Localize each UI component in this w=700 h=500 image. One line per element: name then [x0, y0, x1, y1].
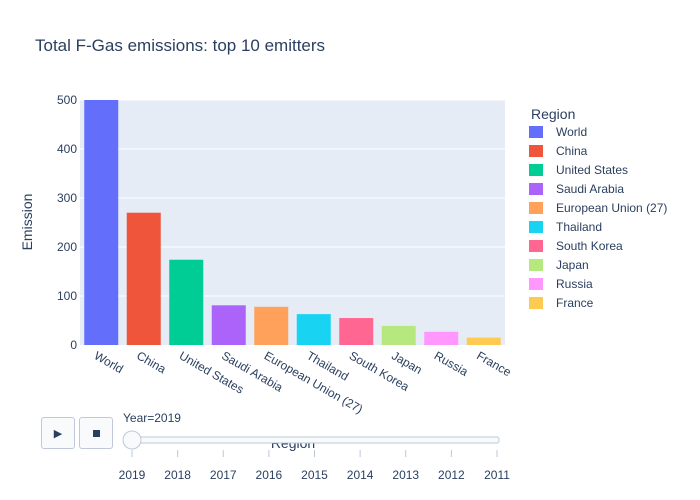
slider-current-value: Year=2019 [123, 411, 181, 425]
legend-item[interactable]: South Korea [529, 239, 623, 253]
y-tick-label: 200 [57, 240, 77, 254]
legend-swatch [529, 221, 543, 233]
y-tick-label: 400 [57, 142, 77, 156]
legend-label: Russia [556, 277, 593, 291]
bars [84, 100, 501, 345]
slider-step-label[interactable]: 2015 [301, 468, 328, 482]
legend-label: World [556, 125, 587, 139]
bar-united-states[interactable] [169, 259, 204, 345]
y-tick-label: 100 [57, 289, 77, 303]
bar-south-korea[interactable] [339, 318, 374, 345]
legend-swatch [529, 278, 543, 290]
slider-step-label[interactable]: 2019 [119, 468, 146, 482]
legend-label: United States [556, 163, 628, 177]
legend-swatch [529, 297, 543, 309]
x-tick-label: China [134, 348, 168, 376]
slider-step-label[interactable]: 2012 [438, 468, 465, 482]
legend-swatch [529, 240, 543, 252]
legend-swatch [529, 183, 543, 195]
y-tick-label: 500 [57, 93, 77, 107]
bar-russia[interactable] [424, 331, 459, 345]
legend-label: Saudi Arabia [556, 182, 624, 196]
play-icon: ▶ [53, 427, 63, 440]
slider-step-label[interactable]: 2014 [347, 468, 374, 482]
legend-item[interactable]: Japan [529, 258, 589, 272]
bar-france[interactable] [466, 337, 501, 345]
bar-saudi-arabia[interactable] [211, 305, 246, 345]
bar-world[interactable] [84, 100, 119, 345]
y-tick-label: 0 [70, 338, 77, 352]
legend-swatch [529, 145, 543, 157]
pause-icon [92, 429, 100, 437]
x-tick-label: World [92, 348, 126, 376]
bar-china[interactable] [126, 212, 161, 345]
legend-item[interactable]: Thailand [529, 220, 602, 234]
legend-item[interactable]: Saudi Arabia [529, 182, 624, 196]
play-button[interactable]: ▶ [41, 417, 75, 449]
legend: Region World China United States Saudi Arab… [529, 106, 667, 310]
legend-swatch [529, 164, 543, 176]
slider-step-label[interactable]: 2018 [164, 468, 191, 482]
bar-european-union-27[interactable] [254, 306, 289, 345]
year-slider[interactable]: Year=2019 2019 2018 2017 2016 2015 2014 2013 20… [119, 411, 511, 482]
pause-button[interactable] [79, 417, 113, 449]
legend-label: Japan [556, 258, 589, 272]
slider-step-label[interactable]: 2016 [256, 468, 283, 482]
legend-item[interactable]: European Union (27) [529, 201, 667, 215]
slider-step-label[interactable]: 2011 [484, 468, 510, 482]
slider-step-label[interactable]: 2017 [210, 468, 237, 482]
legend-label: France [556, 296, 594, 310]
legend-swatch [529, 126, 543, 138]
y-axis-ticks: 0 100 200 300 400 500 [57, 93, 77, 352]
bar-thailand[interactable] [296, 314, 331, 345]
y-tick-label: 300 [57, 191, 77, 205]
y-axis-title: Emission [19, 194, 35, 251]
slider-step-label[interactable]: 2013 [392, 468, 419, 482]
slider-handle[interactable] [122, 430, 142, 450]
legend-swatch [529, 259, 543, 271]
legend-item[interactable]: Russia [529, 277, 593, 291]
legend-swatch [529, 202, 543, 214]
legend-item[interactable]: China [529, 144, 588, 158]
x-tick-label: France [474, 348, 514, 379]
legend-label: South Korea [556, 239, 623, 253]
legend-item[interactable]: France [529, 296, 594, 310]
legend-label: European Union (27) [556, 201, 667, 215]
legend-item[interactable]: World [529, 125, 587, 139]
legend-label: Thailand [556, 220, 602, 234]
legend-title: Region [531, 106, 575, 122]
legend-item[interactable]: United States [529, 163, 628, 177]
x-tick-label: Russia [432, 348, 471, 379]
chart-title: Total F-Gas emissions: top 10 emitters [35, 36, 325, 55]
slider-rail[interactable] [125, 436, 500, 444]
bar-japan[interactable] [381, 325, 416, 345]
legend-label: China [556, 144, 588, 158]
